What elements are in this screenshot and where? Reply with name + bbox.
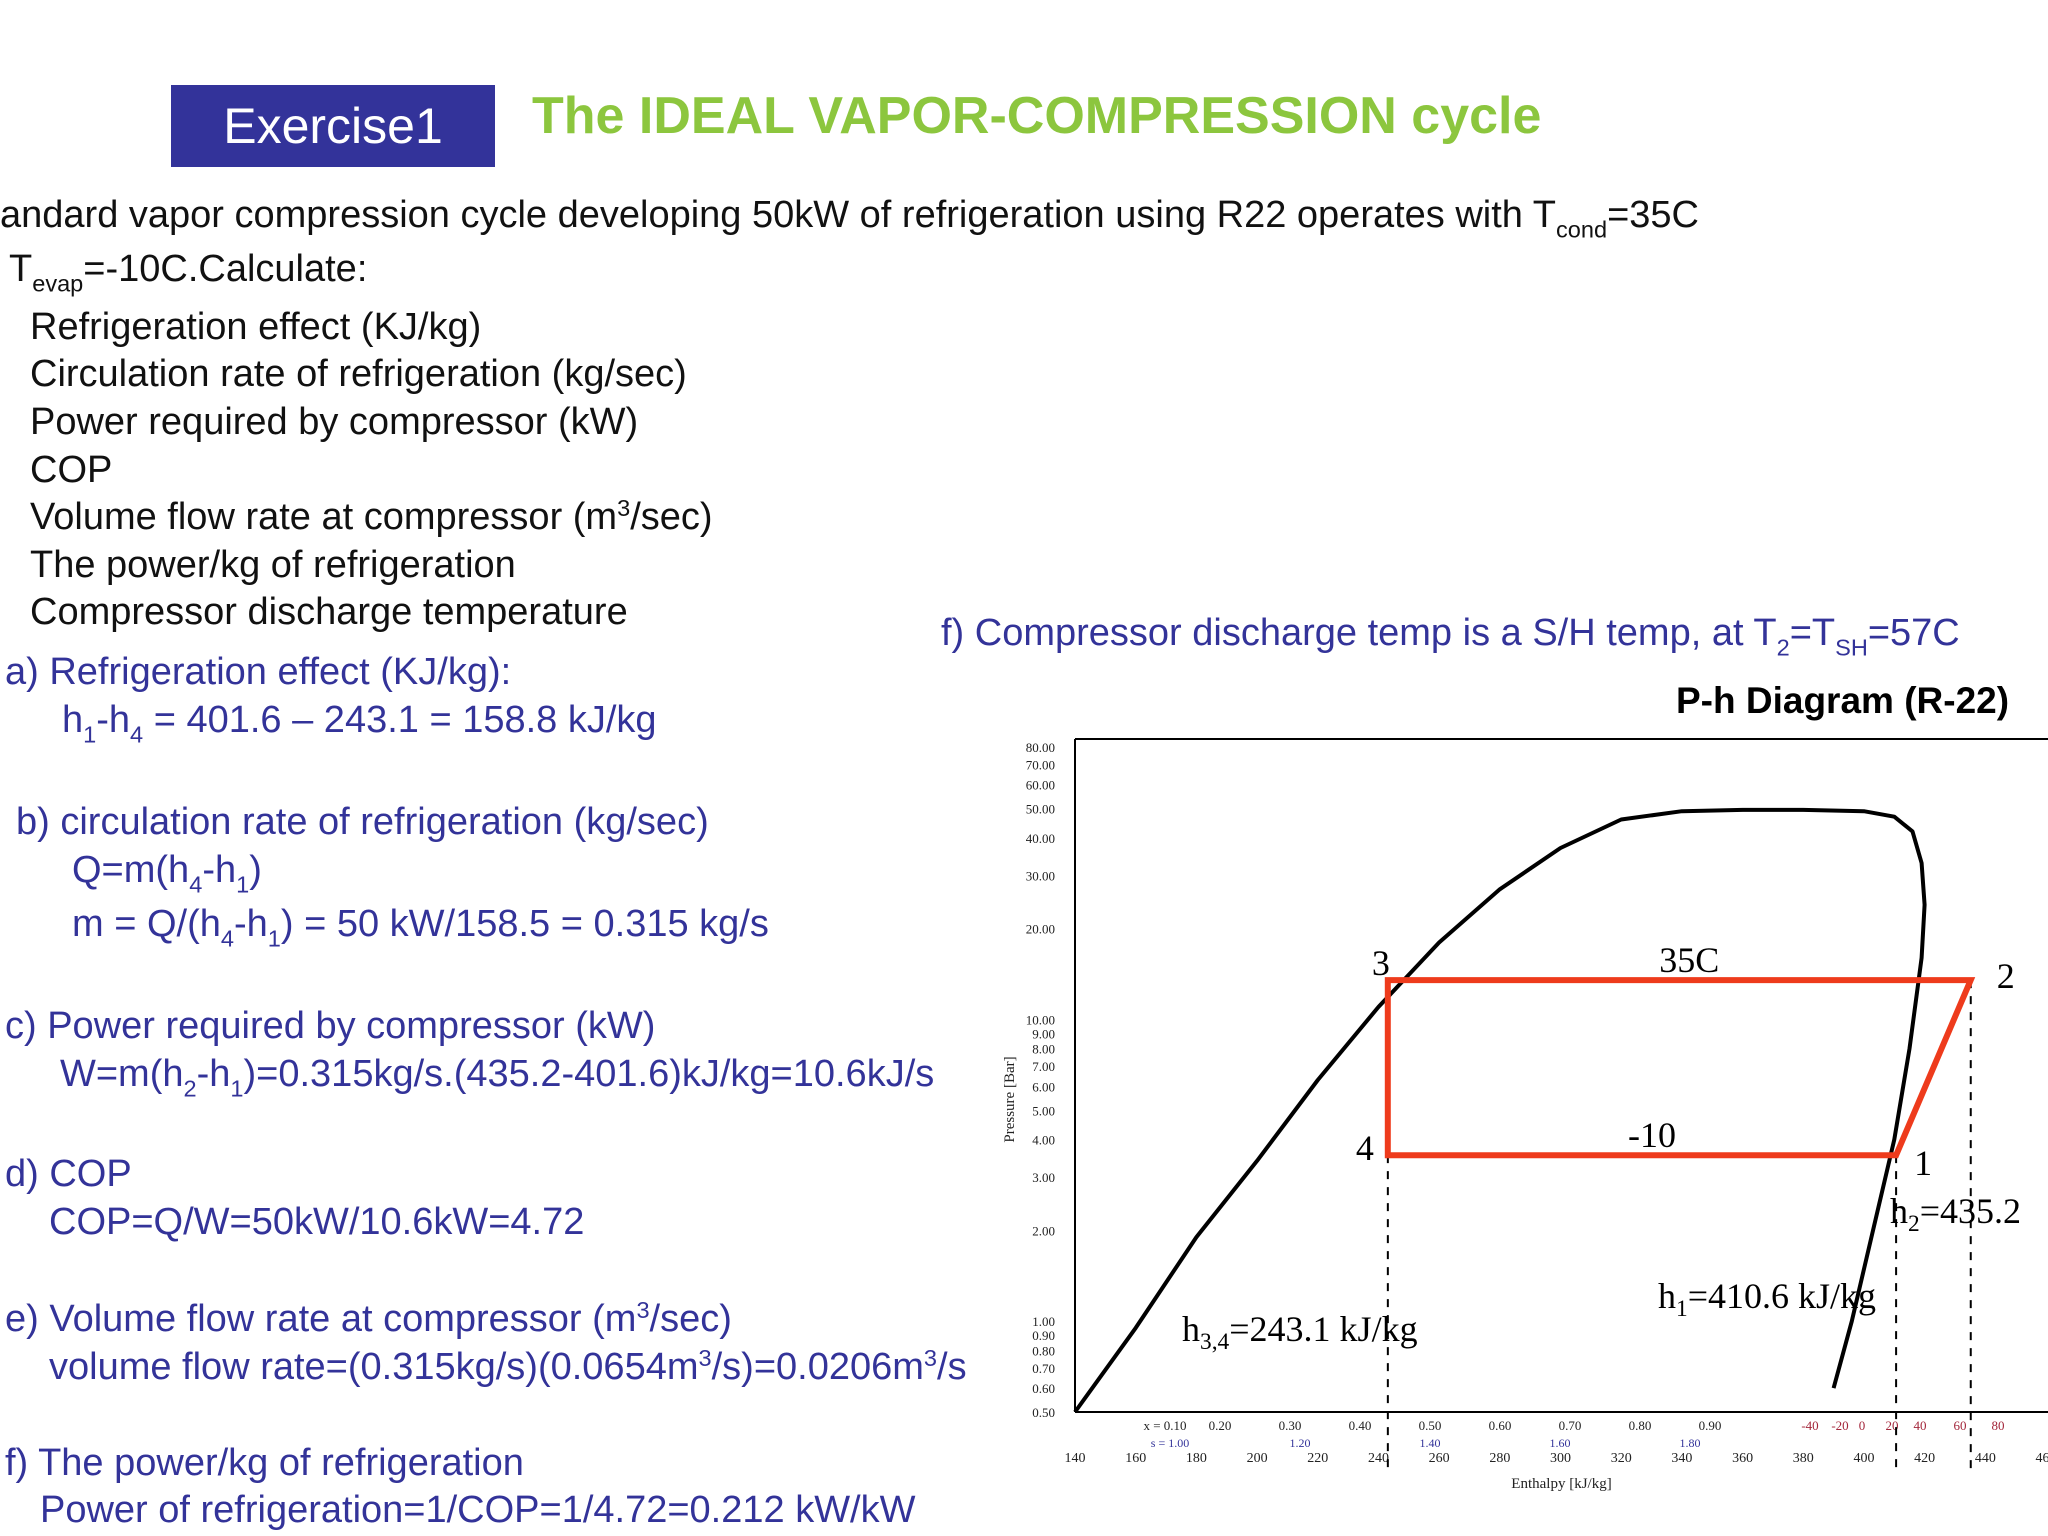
y-tick-label: 70.00 — [1026, 757, 1055, 772]
x-tick-label: 180 — [1186, 1451, 1207, 1466]
x-tick-label: 460 — [2036, 1451, 2048, 1466]
x-tick-label: 340 — [1671, 1451, 1692, 1466]
quality-label: 0.90 — [1699, 1418, 1722, 1433]
solution-b-equation-1: Q=m(h4-h1) — [72, 849, 262, 898]
y-tick-label: 10.00 — [1026, 1012, 1055, 1027]
temperature-label: 0 — [1859, 1418, 1866, 1433]
y-tick-label: 0.80 — [1032, 1343, 1055, 1358]
x-tick-label: 420 — [1914, 1451, 1935, 1466]
solution-c-equation: W=m(h2-h1)=0.315kg/s.(435.2-401.6)kJ/kg=… — [60, 1053, 935, 1102]
y-tick-label: 4.00 — [1032, 1133, 1055, 1148]
task-item: Refrigeration effect (KJ/kg) — [30, 306, 482, 348]
h2-annotation: h2=435.2 — [1890, 1191, 2021, 1237]
solution-a-heading: a) Refrigeration effect (KJ/kg): — [5, 651, 512, 693]
y-tick-label: 6.00 — [1032, 1079, 1055, 1094]
y-axis-label: Pressure [Bar] — [1002, 1056, 1018, 1142]
entropy-label: 1.80 — [1680, 1436, 1701, 1450]
solution-e-equation: volume flow rate=(0.315kg/s)(0.0654m3/s)… — [49, 1345, 967, 1388]
quality-label: 0.70 — [1559, 1418, 1582, 1433]
task-item: Power required by compressor (kW) — [30, 401, 639, 443]
task-item: Volume flow rate at compressor (m3/sec) — [30, 495, 713, 538]
evaporator-temp-label: -10 — [1628, 1115, 1676, 1155]
ph-diagram: 0.500.600.700.800.901.002.003.004.005.00… — [1002, 738, 2048, 1492]
condenser-temp-label: 35C — [1659, 940, 1719, 980]
y-tick-label: 0.60 — [1032, 1381, 1055, 1396]
x-tick-label: 200 — [1247, 1451, 1268, 1466]
solution-b-equation-2: m = Q/(h4-h1) = 50 kW/158.5 = 0.315 kg/s — [72, 903, 769, 952]
entropy-label: 1.60 — [1550, 1436, 1571, 1450]
solution-a-equation: h1-h4 = 401.6 – 243.1 = 158.8 kJ/kg — [62, 699, 657, 748]
quality-label: 0.50 — [1419, 1418, 1442, 1433]
y-tick-label: 5.00 — [1032, 1103, 1055, 1118]
temperature-label: -40 — [1801, 1418, 1818, 1433]
quality-label: x = 0.10 — [1143, 1418, 1186, 1433]
y-tick-label: 2.00 — [1032, 1223, 1055, 1238]
x-tick-label: 260 — [1429, 1451, 1450, 1466]
y-tick-label: 8.00 — [1032, 1042, 1055, 1057]
temperature-label: 80 — [1992, 1418, 2005, 1433]
y-tick-label: 40.00 — [1026, 831, 1055, 846]
entropy-label: 1.40 — [1420, 1436, 1441, 1450]
entropy-label: 1.20 — [1290, 1436, 1311, 1450]
quality-label: 0.40 — [1349, 1418, 1372, 1433]
x-tick-label: 220 — [1307, 1451, 1328, 1466]
state-point-2-label: 2 — [1997, 956, 2015, 996]
slide-title: The IDEAL VAPOR-COMPRESSION cycle — [532, 87, 1542, 145]
x-tick-label: 240 — [1368, 1451, 1389, 1466]
y-tick-label: 7.00 — [1032, 1059, 1055, 1074]
y-tick-label: 9.00 — [1032, 1026, 1055, 1041]
quality-label: 0.20 — [1209, 1418, 1232, 1433]
solution-f-heading: f) The power/kg of refrigeration — [5, 1442, 524, 1484]
task-item: The power/kg of refrigeration — [30, 544, 516, 586]
state-point-1-label: 1 — [1914, 1143, 1932, 1183]
h34-annotation: h3,4=243.1 kJ/kg — [1182, 1309, 1418, 1355]
state-point-3-label: 3 — [1372, 943, 1390, 983]
x-tick-label: 440 — [1975, 1451, 1996, 1466]
temperature-label: -20 — [1831, 1418, 1848, 1433]
x-tick-label: 400 — [1853, 1451, 1874, 1466]
y-tick-label: 3.00 — [1032, 1170, 1055, 1185]
y-tick-label: 0.70 — [1032, 1361, 1055, 1376]
task-item: Compressor discharge temperature — [30, 591, 628, 633]
y-tick-label: 50.00 — [1026, 802, 1055, 817]
solution-e-heading: e) Volume flow rate at compressor (m3/se… — [5, 1297, 732, 1340]
quality-label: 0.60 — [1489, 1418, 1512, 1433]
solution-c-heading: c) Power required by compressor (kW) — [5, 1005, 656, 1047]
solution-f-discharge-note: f) Compressor discharge temp is a S/H te… — [941, 612, 1960, 661]
x-tick-label: 320 — [1611, 1451, 1632, 1466]
temperature-label: 40 — [1914, 1418, 1927, 1433]
x-tick-label: 280 — [1489, 1451, 1510, 1466]
task-item: Circulation rate of refrigeration (kg/se… — [30, 353, 687, 395]
temperature-label: 60 — [1954, 1418, 1967, 1433]
x-tick-label: 140 — [1065, 1451, 1086, 1466]
y-tick-label: 60.00 — [1026, 778, 1055, 793]
refrigeration-cycle — [1384, 977, 1976, 1159]
y-tick-label: 1.00 — [1032, 1314, 1055, 1329]
quality-label: 0.30 — [1279, 1418, 1302, 1433]
x-axis-label: Enthalpy [kJ/kg] — [1511, 1476, 1611, 1492]
solution-d-heading: d) COP — [5, 1153, 132, 1195]
exercise-badge: Exercise1 — [171, 85, 495, 167]
y-tick-label: 20.00 — [1026, 922, 1055, 937]
problem-line-1: andard vapor compression cycle developin… — [0, 194, 1699, 243]
x-tick-label: 300 — [1550, 1451, 1571, 1466]
y-tick-label: 0.90 — [1032, 1328, 1055, 1343]
x-tick-label: 360 — [1732, 1451, 1753, 1466]
quality-label: 0.80 — [1629, 1418, 1652, 1433]
saturation-dome-curve — [1073, 807, 1927, 1414]
y-tick-label: 30.00 — [1026, 869, 1055, 884]
x-tick-label: 380 — [1793, 1451, 1814, 1466]
problem-line-2: Tevap=-10C.Calculate: — [9, 248, 368, 297]
entropy-label: s = 1.00 — [1151, 1436, 1189, 1450]
solution-d-equation: COP=Q/W=50kW/10.6kW=4.72 — [49, 1201, 585, 1243]
task-item: COP — [30, 449, 113, 491]
y-tick-label: 80.00 — [1026, 740, 1055, 755]
solution-b-heading: b) circulation rate of refrigeration (kg… — [16, 801, 709, 843]
chart-title: P-h Diagram (R-22) — [1676, 680, 2010, 721]
x-tick-label: 160 — [1125, 1451, 1146, 1466]
y-tick-label: 0.50 — [1032, 1405, 1055, 1420]
h1-annotation: h1=410.6 kJ/kg — [1658, 1276, 1876, 1322]
solution-f-equation: Power of refrigeration=1/COP=1/4.72=0.21… — [40, 1489, 916, 1531]
state-point-4-label: 4 — [1356, 1128, 1374, 1168]
